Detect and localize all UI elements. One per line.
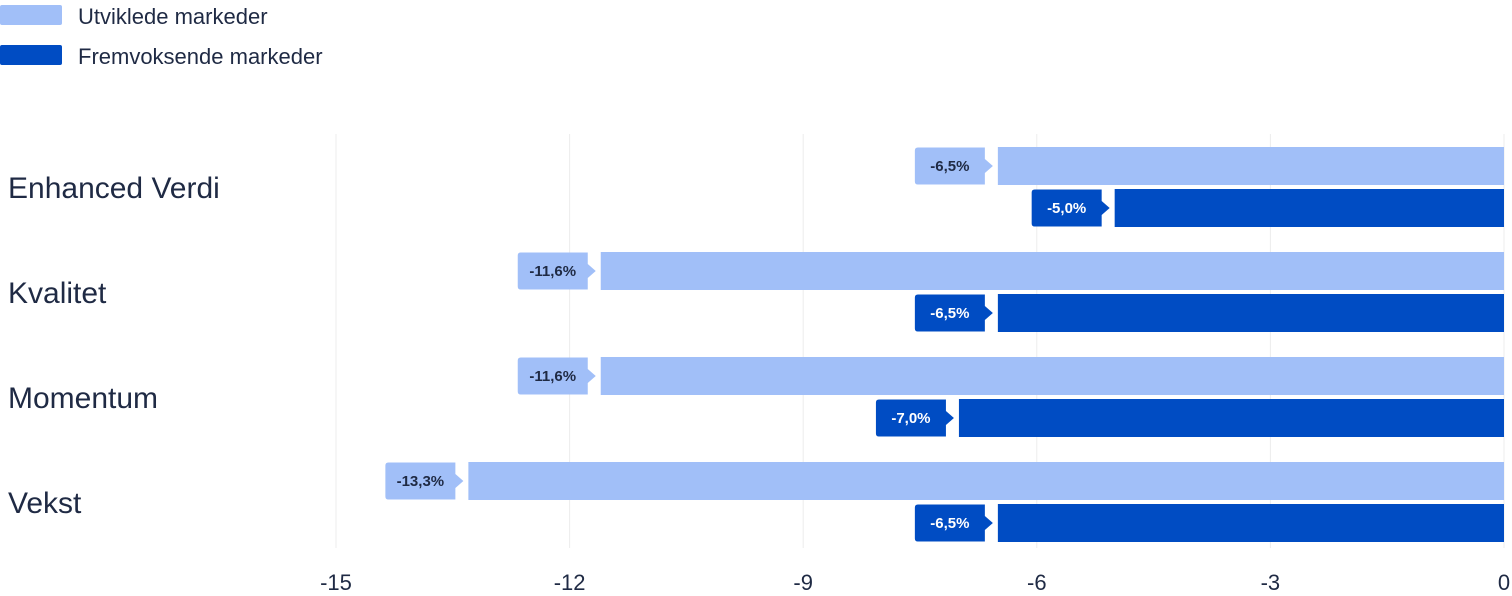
category-label: Vekst	[8, 487, 82, 520]
legend-label-developed: Utviklede markeder	[78, 4, 268, 29]
value-label: -11,6%	[529, 263, 576, 280]
x-tick-label: 0	[1498, 570, 1510, 595]
bar-emerging	[997, 294, 1504, 332]
bar-developed	[600, 357, 1504, 395]
bar-emerging	[1114, 189, 1504, 227]
bar-emerging	[958, 399, 1504, 437]
x-tick-label: -3	[1261, 570, 1281, 595]
value-callout	[517, 252, 596, 290]
value-label: -6,5%	[930, 158, 969, 175]
bar-developed	[468, 462, 1505, 500]
value-callout	[914, 294, 993, 332]
value-callout	[914, 147, 993, 185]
x-tick-label: -15	[320, 570, 352, 595]
x-tick-label: -12	[554, 570, 586, 595]
value-callout	[914, 504, 993, 542]
value-callout	[517, 357, 596, 395]
bar-developed	[997, 147, 1504, 185]
value-callout	[875, 399, 954, 437]
category-label: Momentum	[8, 382, 158, 415]
value-label: -13,3%	[397, 473, 445, 490]
category-labels: Enhanced Verdi Kvalitet Momentum Vekst	[8, 172, 220, 520]
x-tick-label: -6	[1027, 570, 1047, 595]
bar-emerging	[997, 504, 1504, 542]
x-axis-ticks: -15 -12 -9 -6 -3 0	[320, 570, 1510, 595]
value-label: -6,5%	[930, 305, 969, 322]
value-callout	[385, 462, 464, 500]
legend-label-emerging: Fremvoksende markeder	[78, 44, 323, 69]
legend-swatch-emerging	[0, 45, 62, 65]
value-label: -6,5%	[930, 515, 969, 532]
value-label: -5,0%	[1047, 200, 1086, 217]
value-callout	[1031, 189, 1110, 227]
category-label: Kvalitet	[8, 277, 107, 310]
category-label: Enhanced Verdi	[8, 172, 220, 205]
x-tick-label: -9	[793, 570, 813, 595]
legend-swatch-developed	[0, 5, 62, 25]
value-label: -11,6%	[529, 368, 576, 385]
bar-developed	[600, 252, 1504, 290]
value-label: -7,0%	[891, 410, 930, 427]
bars: -6,5% -5,0% -11,6% -6,5% -11,6% -7,0% -13,3% -6…	[385, 147, 1505, 542]
